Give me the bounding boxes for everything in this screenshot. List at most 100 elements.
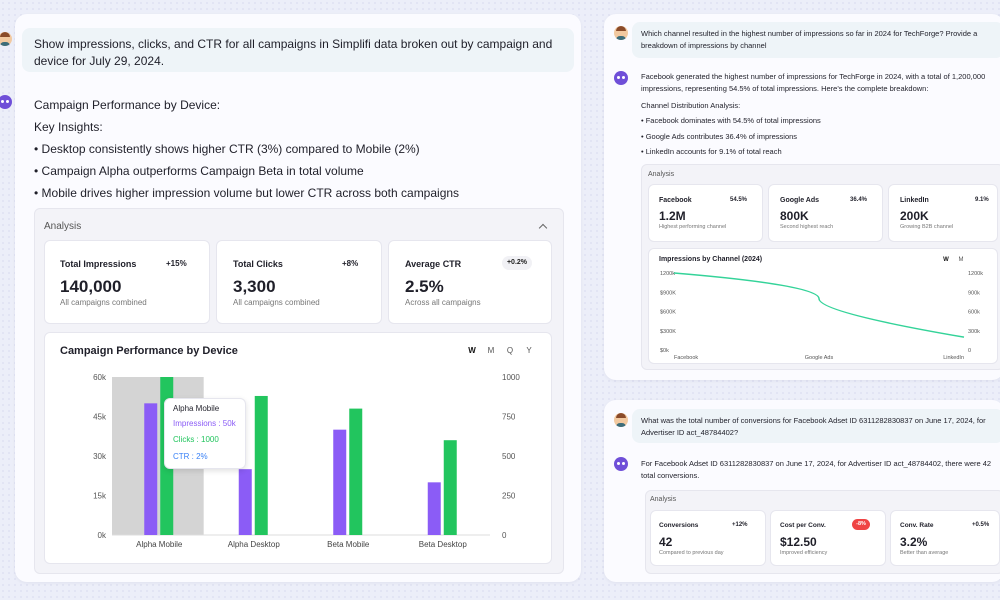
y-tick-label: $0k [660,348,669,354]
channel-sub: Highest performing channel [659,224,727,230]
metric-change: +0.5% [972,522,990,528]
y-right-tick-label: 900k [968,290,980,296]
user-message-bubble [22,28,574,72]
metric-value: $12.50 [780,535,817,549]
distribution-bullet: • LinkedIn accounts for 9.1% of total re… [641,147,782,156]
user-avatar [0,32,12,46]
insight-item: • Campaign Alpha outperforms Campaign Be… [34,164,364,178]
impressions-bar [333,429,347,535]
y-tick-label: 1200k [660,271,675,277]
clicks-bar [349,408,363,535]
y-right-tick-label: 300k [968,329,980,335]
impressions-bar [144,403,158,535]
analysis-label: Analysis [650,496,677,503]
metric-sub: All campaigns combined [60,298,147,307]
metric-card-conv-rate [890,510,1000,566]
distribution-heading: Channel Distribution Analysis: [641,101,741,110]
x-tick-label: Beta Desktop [419,540,468,549]
x-tick-label: Google Ads [805,355,834,361]
x-tick-label: Beta Mobile [327,540,370,549]
tooltip-title: Alpha Mobile [173,404,220,413]
y-right-tick-label: 750 [502,413,516,422]
impressions-line [673,272,965,338]
chart-tooltip [164,398,246,469]
metric-card-ctr [388,240,552,324]
y-left-tick-label: 45k [93,413,107,422]
channel-pct: 54.5% [730,197,748,203]
tooltip-clicks: Clicks : 1000 [173,435,219,444]
tooltip-impressions: Impressions : 50k [173,419,236,428]
metric-value: 42 [659,535,673,549]
bot-avatar [0,95,12,109]
user-message-bubble [632,22,1000,58]
bot-avatar [614,71,628,85]
metric-label: Conversions [659,522,699,529]
channel-value: 1.2M [659,209,686,223]
impressions-bar [427,482,441,535]
user-avatar [614,413,628,427]
y-right-tick-label: 1200k [968,271,983,277]
metric-value: 140,000 [60,277,122,296]
distribution-bullet: • Google Ads contributes 36.4% of impres… [641,132,798,141]
bot-avatar [614,457,628,471]
metric-label: Total Clicks [233,259,283,269]
timeframe-year[interactable]: Y [526,346,532,355]
timeframe-month[interactable]: M [487,346,495,355]
x-tick-label: LinkedIn [943,355,964,361]
timeframe-week[interactable]: W [943,257,949,263]
impressions-bar [238,469,252,535]
timeframe-month[interactable]: M [958,257,964,263]
channel-name: Facebook [659,197,692,204]
metric-sub: Compared to previous day [659,550,724,556]
tooltip-ctr: CTR : 2% [173,452,208,461]
metric-change-badge: +0.2% [502,256,532,270]
user-message-text: What was the total number of conversions… [641,416,986,437]
metric-value: 3,300 [233,277,276,296]
metric-label: Conv. Rate [900,522,934,529]
x-tick-label: Alpha Mobile [136,540,183,549]
y-tick-label: $600K [660,310,676,316]
metric-change-badge: -8% [852,519,870,530]
user-message-bubble [632,409,1000,443]
y-left-tick-label: 60k [93,373,107,382]
user-avatar [614,26,628,40]
line-chart-title: Impressions by Channel (2024) [659,256,763,263]
y-right-tick-label: 0 [502,531,507,540]
response-title: Campaign Performance by Device: [34,98,221,112]
y-right-tick-label: 500 [502,452,516,461]
y-right-tick-label: 250 [502,492,516,501]
user-message-text: Show impressions, clicks, and CTR for al… [34,37,553,68]
y-right-tick-label: 0 [968,348,971,354]
channel-line-chart: $0k $300K $600K $900K 1200k 0 300k 600k 900k 1200… [660,271,983,361]
channel-pct: 36.4% [850,197,868,203]
metric-label: Average CTR [405,259,462,269]
metric-value: 2.5% [405,277,444,296]
chart-title: Campaign Performance by Device [60,345,238,357]
metric-change: +8% [342,259,359,268]
timeframe-week[interactable]: W [468,346,476,355]
y-right-tick-label: 600k [968,310,980,316]
analysis-label: Analysis [44,221,82,232]
metric-card-conversions [650,510,766,566]
insight-item: • Desktop consistently shows higher CTR … [34,142,420,156]
analysis-label: Analysis [648,171,675,178]
metric-sub: Across all campaigns [405,298,481,307]
channel-sub: Growing B2B channel [900,224,954,230]
channel-value: 800K [780,209,809,223]
x-tick-label: Alpha Desktop [228,540,281,549]
y-left-tick-label: 0k [98,531,107,540]
x-tick-label: Facebook [674,355,698,361]
y-left-tick-label: 15k [93,492,107,501]
response-intro: Facebook generated the highest number of… [641,72,986,93]
device-bar-chart: 0k 15k 30k 45k 60k 0 250 500 750 1000 Alpha Mobile… [93,373,520,549]
response-text: For Facebook Adset ID 6311282830837 on J… [641,459,992,480]
metric-change: +12% [732,522,748,528]
channel-value: 200K [900,209,929,223]
clicks-bar [254,395,268,535]
channel-pct: 9.1% [975,197,989,203]
y-left-tick-label: 30k [93,452,107,461]
line-chart-card [648,248,998,364]
metric-sub: All campaigns combined [233,298,320,307]
channel-name: Google Ads [780,197,820,204]
timeframe-quarter[interactable]: Q [506,346,514,355]
